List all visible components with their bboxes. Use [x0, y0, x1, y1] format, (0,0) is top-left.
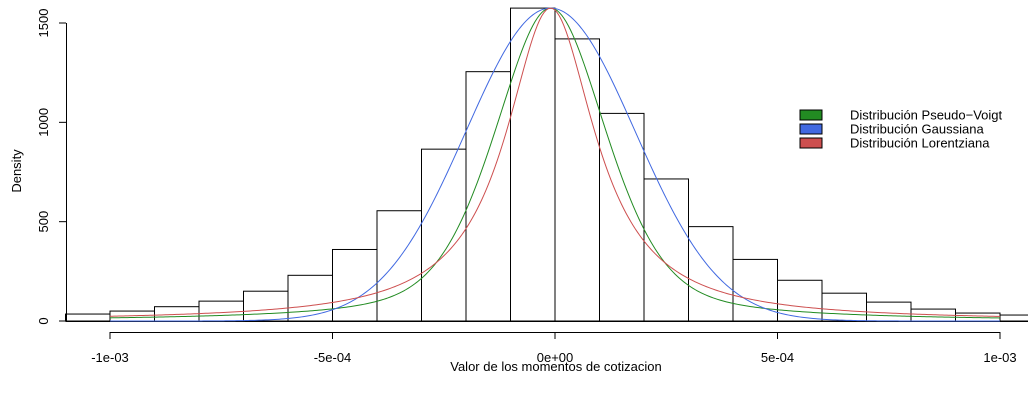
histogram-bars: [65, 7, 1028, 322]
density-curves: [109, 7, 1001, 322]
legend-label: Distribución Pseudo−Voigt: [850, 108, 1003, 123]
histogram-bar: [599, 112, 645, 322]
histogram-bar: [421, 148, 467, 322]
histogram-bar: [510, 7, 556, 322]
x-tick-label: 1e-03: [983, 350, 1016, 365]
y-axis-label: Density: [9, 149, 24, 193]
x-axis-label: Valor de los momentos de cotizacion: [450, 359, 661, 374]
histogram-bar: [376, 210, 422, 322]
histogram-bar: [65, 313, 111, 322]
x-tick-label: 5e-04: [761, 350, 794, 365]
histogram-bar: [332, 248, 378, 322]
histogram-bar: [198, 300, 244, 322]
legend-swatch: [799, 123, 823, 135]
density-curve-lorentzian: [109, 7, 1001, 317]
histogram-bar: [821, 292, 867, 322]
legend-swatch: [799, 109, 823, 121]
legend-label: Distribución Lorentziana: [850, 136, 990, 151]
histogram-bar: [866, 301, 912, 322]
x-tick-label: -1e-03: [91, 350, 129, 365]
histogram-bar: [688, 226, 734, 322]
histogram-bar: [777, 279, 823, 322]
histogram-bar: [732, 258, 778, 322]
histogram-bar: [643, 178, 689, 322]
histogram-bar: [465, 71, 511, 322]
histogram-bar: [554, 38, 600, 322]
y-tick-label: 1500: [36, 9, 51, 38]
density-curve-gaussian: [110, 7, 1000, 322]
density-curve-pseudo-voigt: [109, 7, 1001, 319]
x-tick-label: 0e+00: [537, 350, 574, 365]
y-tick-label: 0: [36, 317, 51, 324]
y-axis: 0 500 1000 1500: [36, 9, 67, 325]
x-axis: -1e-03 -5e-04 0e+00 5e-04 1e-03: [91, 332, 1017, 365]
x-tick-label: -5e-04: [314, 350, 352, 365]
histogram-bar: [999, 314, 1028, 322]
histogram-bar: [243, 290, 289, 322]
y-tick-label: 1000: [36, 108, 51, 137]
y-tick-label: 500: [36, 211, 51, 233]
histogram-bar: [287, 274, 333, 322]
legend-label: Distribución Gaussiana: [850, 122, 984, 137]
legend-swatch: [799, 137, 823, 149]
